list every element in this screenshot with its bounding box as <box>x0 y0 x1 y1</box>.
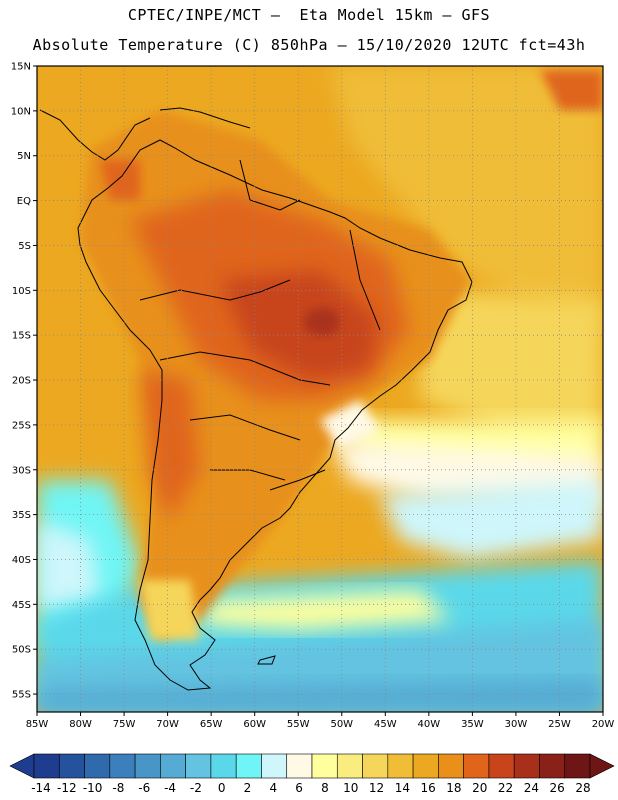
colorbar-label: 10 <box>343 781 358 795</box>
colorbar-label: 24 <box>524 781 539 795</box>
colorbar-swatch <box>488 753 515 779</box>
colorbar-swatch <box>286 753 313 779</box>
lat-tick-label: 30S <box>12 465 31 476</box>
lon-tick-label: 75W <box>113 719 136 730</box>
lat-tick-label: 10N <box>11 106 31 117</box>
colorbar-label: 6 <box>295 781 303 795</box>
lon-tick-label: 40W <box>418 719 441 730</box>
colorbar-swatch <box>387 753 414 779</box>
colorbar-swatch <box>235 753 262 779</box>
colorbar-label: 18 <box>446 781 461 795</box>
colorbar-label: -4 <box>164 781 176 795</box>
colorbar-label: -12 <box>57 781 77 795</box>
colorbar-swatch <box>210 753 237 779</box>
colorbar-swatch <box>134 753 161 779</box>
colorbar-swatch <box>362 753 389 779</box>
temperature-field <box>37 66 603 712</box>
colorbar-swatch <box>261 753 288 779</box>
lon-tick-label: 50W <box>330 719 353 730</box>
colorbar-swatch <box>412 753 439 779</box>
lon-tick-label: 60W <box>243 719 266 730</box>
colorbar-arrow-high <box>589 753 615 779</box>
chart-subtitle: Absolute Temperature (C) 850hPa – 15/10/… <box>32 36 586 54</box>
colorbar-swatch <box>564 753 591 779</box>
lat-tick-label: 50S <box>12 645 31 656</box>
lon-tick-label: 30W <box>505 719 528 730</box>
colorbar-label: -14 <box>31 781 51 795</box>
colorbar-label: 20 <box>472 781 487 795</box>
colorbar-swatch <box>539 753 566 779</box>
lat-tick-label: 5S <box>18 241 31 252</box>
colorbar-label: -6 <box>138 781 150 795</box>
colorbar-label: 0 <box>218 781 226 795</box>
colorbar-swatch <box>438 753 464 779</box>
colorbar-label: 4 <box>269 781 277 795</box>
lat-tick-label: 55S <box>12 690 31 701</box>
lat-tick-label: 20S <box>12 376 31 387</box>
lon-tick-label: 35W <box>461 719 484 730</box>
colorbar-swatch <box>185 753 212 779</box>
colorbar-label: -2 <box>190 781 202 795</box>
lon-tick-label: 20W <box>592 719 615 730</box>
colorbar-label: 12 <box>369 781 384 795</box>
lat-tick-label: 40S <box>12 555 31 566</box>
lat-tick-label: 35S <box>12 510 31 521</box>
lon-tick-label: 45W <box>374 719 397 730</box>
lon-tick-label: 80W <box>69 719 92 730</box>
lon-tick-label: 65W <box>200 719 223 730</box>
map-frame <box>36 65 604 713</box>
lat-tick-label: 25S <box>12 420 31 431</box>
colorbar-label: 22 <box>498 781 513 795</box>
colorbar-swatch <box>336 753 363 779</box>
chart-title: CPTEC/INPE/MCT – Eta Model 15km – GFS <box>127 6 491 24</box>
lon-tick-label: 55W <box>287 719 310 730</box>
colorbar-swatch <box>33 753 60 779</box>
colorbar-label: 8 <box>321 781 329 795</box>
colorbar-label: 28 <box>575 781 590 795</box>
colorbar-label: -8 <box>112 781 124 795</box>
lon-tick-label: 85W <box>26 719 49 730</box>
latitude-axis: 15N 10N 5N EQ 5S 10S 15S 20S 25S 30S 35S 40S 45S 50S 5… <box>11 62 37 701</box>
colorbar: -14 -12 -10 -8 -6 -4 -2 0 2 4 6 8 10 12 14 16 18 20 22 24 26… <box>9 753 615 795</box>
colorbar-swatch <box>463 753 490 779</box>
colorbar-swatch <box>58 753 85 779</box>
colorbar-label: -10 <box>83 781 103 795</box>
colorbar-label: 2 <box>244 781 252 795</box>
colorbar-swatch <box>513 753 540 779</box>
lat-tick-label: EQ <box>17 196 31 207</box>
lat-tick-label: 45S <box>12 600 31 611</box>
colorbar-label: 26 <box>550 781 565 795</box>
colorbar-swatch <box>109 753 136 779</box>
lat-tick-label: 15N <box>11 62 31 73</box>
colorbar-swatch <box>311 753 338 779</box>
lat-tick-label: 15S <box>12 331 31 342</box>
colorbar-label: 16 <box>421 781 436 795</box>
lat-tick-label: 10S <box>12 286 31 297</box>
colorbar-swatch <box>84 753 111 779</box>
colorbar-arrow-low <box>9 753 35 779</box>
lon-tick-label: 70W <box>156 719 179 730</box>
longitude-axis: 85W 80W 75W 70W 65W 60W 55W 50W 45W 40W 35W 30W 25W 2… <box>26 712 615 730</box>
lon-tick-label: 25W <box>548 719 571 730</box>
lat-tick-label: 5N <box>17 151 31 162</box>
colorbar-swatch <box>160 753 186 779</box>
colorbar-label: 14 <box>395 781 410 795</box>
